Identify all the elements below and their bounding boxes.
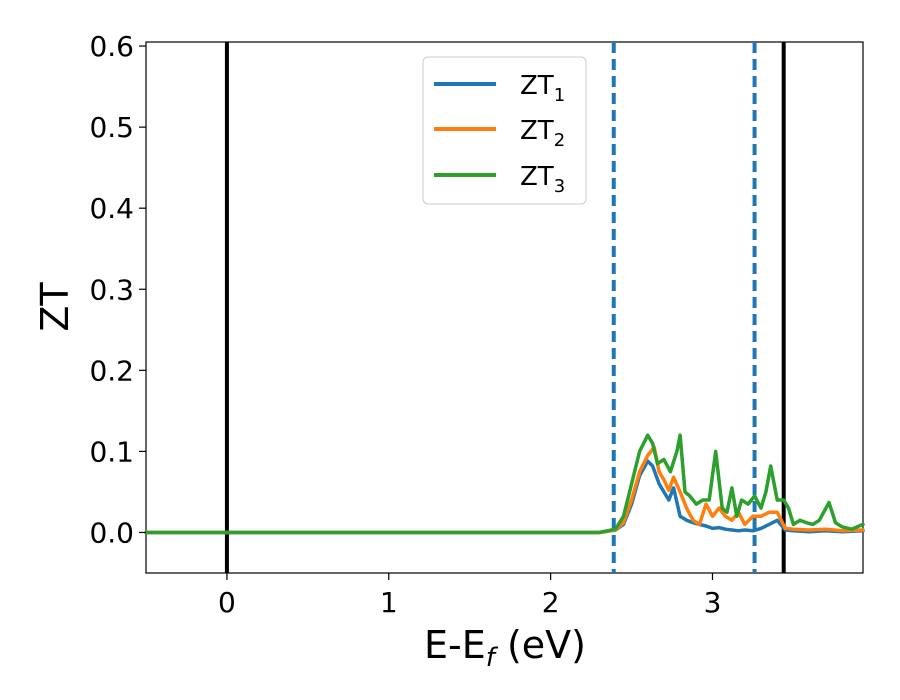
x-axis-label: E-Ef (eV) <box>424 623 586 673</box>
series-line-zt2 <box>144 445 865 535</box>
x-axis-label-main: E-E <box>424 623 486 667</box>
y-tick-label: 0.4 <box>89 192 134 225</box>
y-tick-label: 0.3 <box>89 273 134 306</box>
y-tick-label: 0.1 <box>89 435 134 468</box>
svg-text:ZT2: ZT2 <box>520 116 565 151</box>
legend-label-zt3: ZT <box>520 162 554 192</box>
legend: ZT1 ZT2 ZT3 <box>422 56 587 205</box>
y-axis-ticks: 0.0 0.1 0.2 0.3 0.4 0.5 0.6 <box>89 30 146 549</box>
series-line-zt3 <box>144 433 865 535</box>
legend-entry-zt1: ZT1 <box>434 71 565 106</box>
data-series <box>144 433 865 535</box>
x-axis-ticks: 0 1 2 3 <box>218 573 721 619</box>
x-tick-label: 0 <box>218 586 236 619</box>
legend-label-zt2: ZT <box>520 116 554 146</box>
y-axis-label: ZT <box>33 282 77 332</box>
legend-subscript-zt3: 3 <box>554 176 565 197</box>
svg-text:ZT3: ZT3 <box>520 162 565 197</box>
legend-entry-zt2: ZT2 <box>434 116 565 151</box>
legend-subscript-zt2: 2 <box>554 130 565 151</box>
vertical-reference-lines <box>224 42 786 573</box>
legend-box <box>422 56 587 205</box>
x-tick-label: 1 <box>380 586 398 619</box>
legend-subscript-zt1: 1 <box>554 85 565 106</box>
plot-frame <box>145 41 864 574</box>
x-axis-label-unit: (eV) <box>495 623 586 667</box>
y-tick-label: 0.0 <box>89 516 134 549</box>
legend-label-zt1: ZT <box>520 71 554 101</box>
y-tick-label: 0.5 <box>89 111 134 144</box>
y-tick-label: 0.2 <box>89 354 134 387</box>
x-tick-label: 2 <box>542 586 560 619</box>
y-tick-label: 0.6 <box>89 30 134 63</box>
svg-text:ZT1: ZT1 <box>520 71 565 106</box>
x-tick-label: 3 <box>704 586 722 619</box>
legend-entry-zt3: ZT3 <box>434 162 565 197</box>
